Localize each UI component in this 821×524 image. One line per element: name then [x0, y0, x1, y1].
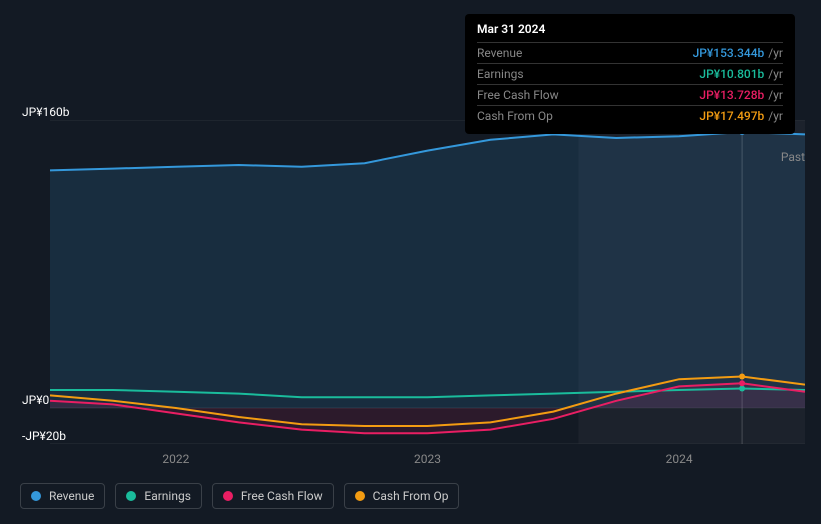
tooltip-row: Earnings JP¥10.801b/yr — [477, 64, 783, 85]
legend-dot-icon — [355, 491, 365, 501]
legend-label: Earnings — [144, 489, 191, 503]
legend-dot-icon — [31, 491, 41, 501]
legend: Revenue Earnings Free Cash Flow Cash Fro… — [20, 483, 459, 509]
x-axis-label: 2022 — [162, 452, 189, 466]
legend-label: Free Cash Flow — [241, 489, 323, 503]
y-axis-label: JP¥160b — [22, 105, 69, 119]
y-axis-label: JP¥0 — [22, 393, 49, 407]
y-axis-label: -JP¥20b — [22, 429, 66, 443]
tooltip-value: JP¥10.801b/yr — [699, 67, 783, 81]
legend-item-revenue[interactable]: Revenue — [20, 483, 105, 509]
tooltip-value: JP¥13.728b/yr — [699, 88, 783, 102]
tooltip-value: JP¥17.497b/yr — [699, 109, 783, 123]
series-fill-revenue — [50, 132, 805, 408]
hover-dot-cfo — [739, 374, 745, 380]
x-axis-label: 2024 — [666, 452, 693, 466]
past-label: Past — [781, 150, 805, 164]
tooltip-label: Cash From Op — [477, 109, 553, 123]
hover-dot-earnings — [739, 386, 745, 392]
tooltip-row: Free Cash Flow JP¥13.728b/yr — [477, 85, 783, 106]
tooltip-row: Revenue JP¥153.344b/yr — [477, 43, 783, 64]
hover-dot-fcf — [739, 380, 745, 386]
legend-label: Revenue — [49, 489, 94, 503]
legend-dot-icon — [223, 491, 233, 501]
chart-tooltip: Mar 31 2024 Revenue JP¥153.344b/yr Earni… — [465, 14, 795, 134]
chart-area: Past JP¥160bJP¥0-JP¥20b202220232024 — [20, 120, 805, 444]
legend-label: Cash From Op — [373, 489, 449, 503]
legend-item-cfo[interactable]: Cash From Op — [344, 483, 460, 509]
x-axis-label: 2023 — [414, 452, 441, 466]
chart-svg[interactable] — [20, 120, 805, 444]
tooltip-label: Revenue — [477, 46, 522, 60]
tooltip-value: JP¥153.344b/yr — [693, 46, 783, 60]
tooltip-label: Earnings — [477, 67, 524, 81]
tooltip-date: Mar 31 2024 — [477, 22, 783, 43]
tooltip-label: Free Cash Flow — [477, 88, 559, 102]
legend-dot-icon — [126, 491, 136, 501]
legend-item-fcf[interactable]: Free Cash Flow — [212, 483, 334, 509]
legend-item-earnings[interactable]: Earnings — [115, 483, 202, 509]
tooltip-row: Cash From Op JP¥17.497b/yr — [477, 106, 783, 126]
